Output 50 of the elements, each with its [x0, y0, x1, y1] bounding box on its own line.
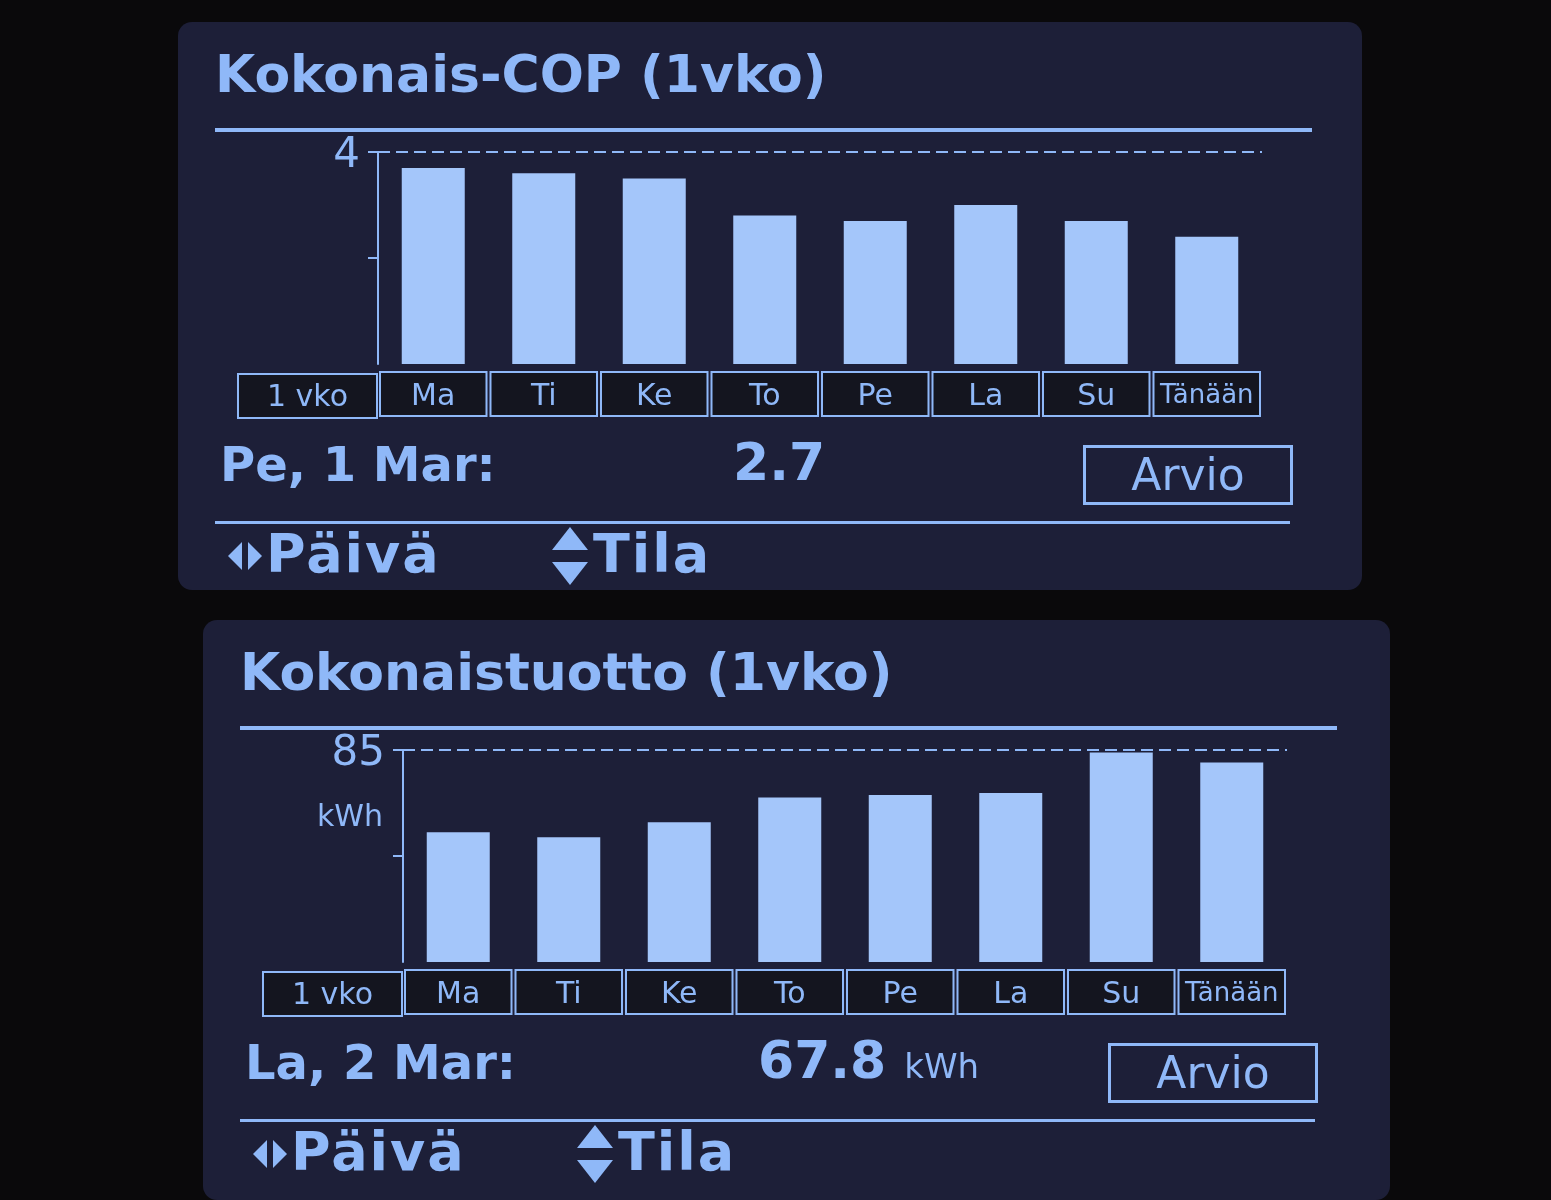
x-tick-label: To [747, 376, 781, 412]
x-tick-label: La [968, 376, 1004, 412]
text: 1 vko [237, 373, 378, 419]
text: Päivä [291, 1120, 466, 1183]
bar [758, 797, 822, 962]
x-tick-label: Pe [857, 376, 893, 412]
bar [1200, 762, 1264, 962]
text: 2.7 [733, 432, 826, 492]
x-tick-label: Ma [436, 974, 481, 1010]
bar [1089, 752, 1153, 962]
bar [512, 173, 576, 364]
chart-title: Kokonais-COP (1vko) [215, 44, 827, 104]
bar [954, 205, 1018, 364]
y-axis-title: kWh [316, 797, 383, 833]
x-tick-label: To [772, 974, 806, 1010]
text: Arvio [1108, 1043, 1318, 1103]
text: La, 2 Mar: [245, 1034, 517, 1090]
y-tick-label: 4 [333, 127, 360, 177]
x-tick-label: Ke [660, 974, 698, 1010]
bar [733, 215, 797, 364]
text: 67.8 [758, 1030, 887, 1090]
x-tick-label: La [993, 974, 1029, 1010]
bar [979, 792, 1043, 962]
text: 1 vko [262, 971, 403, 1017]
bar [1064, 220, 1128, 364]
bar [401, 167, 465, 364]
text: Päivä [266, 522, 441, 585]
x-tick-label: Ti [554, 974, 582, 1010]
x-tick-label: Ti [529, 376, 557, 412]
text: Arvio [1083, 445, 1293, 505]
x-tick-label: Tänään [1158, 379, 1254, 409]
text: Tila [618, 1120, 737, 1183]
x-tick-label: Su [1102, 974, 1141, 1010]
bar [537, 837, 601, 962]
bar [1175, 236, 1239, 364]
x-tick-label: Ma [411, 376, 456, 412]
chart-title: Kokonaistuotto (1vko) [240, 642, 893, 702]
bar [868, 794, 932, 962]
bar [622, 178, 686, 364]
x-tick-label: Su [1077, 376, 1116, 412]
bar [647, 822, 711, 962]
bar [426, 832, 490, 962]
text: kWh [904, 1046, 980, 1086]
text: Pe, 1 Mar: [220, 436, 496, 492]
x-tick-label: Tänään [1183, 977, 1279, 1007]
x-tick-label: Ke [635, 376, 673, 412]
bar [843, 220, 907, 364]
y-tick-label: 85 [331, 725, 385, 775]
text: Tila [593, 522, 712, 585]
x-tick-label: Pe [882, 974, 918, 1010]
